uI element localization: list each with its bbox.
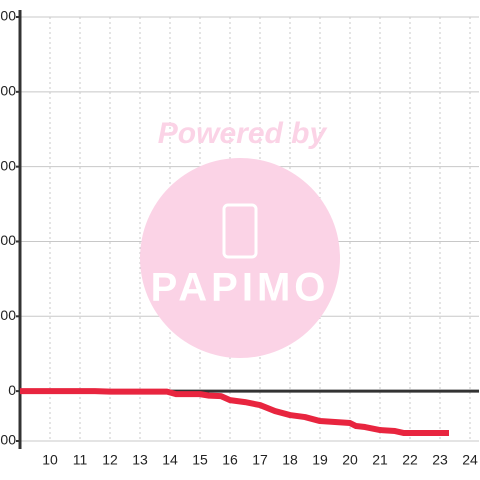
watermark-icon	[222, 203, 258, 259]
y-tick-label: 120,000	[0, 83, 16, 99]
x-tick-label: 17	[252, 452, 268, 468]
y-tick-label: 150,000	[0, 8, 16, 24]
x-tick-label: 24	[462, 452, 478, 468]
x-tick-label: 10	[42, 452, 58, 468]
y-tick-label: 60,000	[0, 232, 16, 248]
y-tick-label: 90,000	[0, 157, 16, 173]
x-tick-label: 16	[222, 452, 238, 468]
x-tick-label: 18	[282, 452, 298, 468]
x-tick-label: 15	[192, 452, 208, 468]
x-tick-label: 14	[162, 452, 178, 468]
x-tick-label: 23	[432, 452, 448, 468]
x-tick-label: 22	[402, 452, 418, 468]
watermark-logo: PAPIMO	[151, 266, 330, 310]
plot: -20,000 0 30,000 60,000 90,000 120,000 150,000…	[0, 8, 479, 468]
y-tick-label: -20,000	[0, 432, 16, 448]
watermark: Powered by PAPIMO	[140, 117, 340, 358]
x-tick-label: 21	[372, 452, 388, 468]
y-tick-label: 30,000	[0, 307, 16, 323]
data-line	[20, 388, 449, 437]
x-tick-label: 19	[312, 452, 328, 468]
x-tick-label: 13	[132, 452, 148, 468]
y-tick-label: 0	[8, 382, 16, 398]
watermark-title: Powered by	[158, 117, 328, 150]
x-tick-label: 20	[342, 452, 358, 468]
x-tick-label: 12	[102, 452, 118, 468]
x-tick-label: 11	[73, 452, 88, 468]
